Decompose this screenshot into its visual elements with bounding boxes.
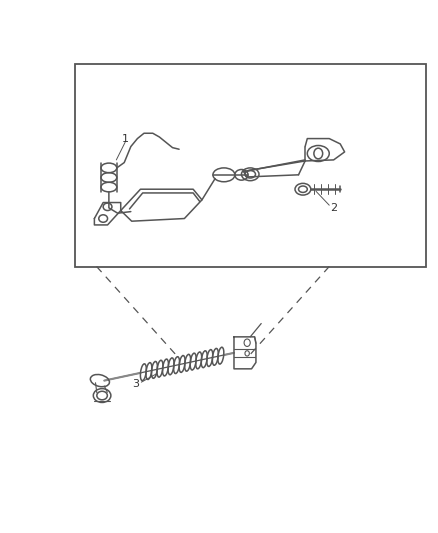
Bar <box>74 64 425 266</box>
Text: 3: 3 <box>132 379 139 389</box>
Text: 1: 1 <box>121 134 128 143</box>
Text: 2: 2 <box>329 203 336 213</box>
